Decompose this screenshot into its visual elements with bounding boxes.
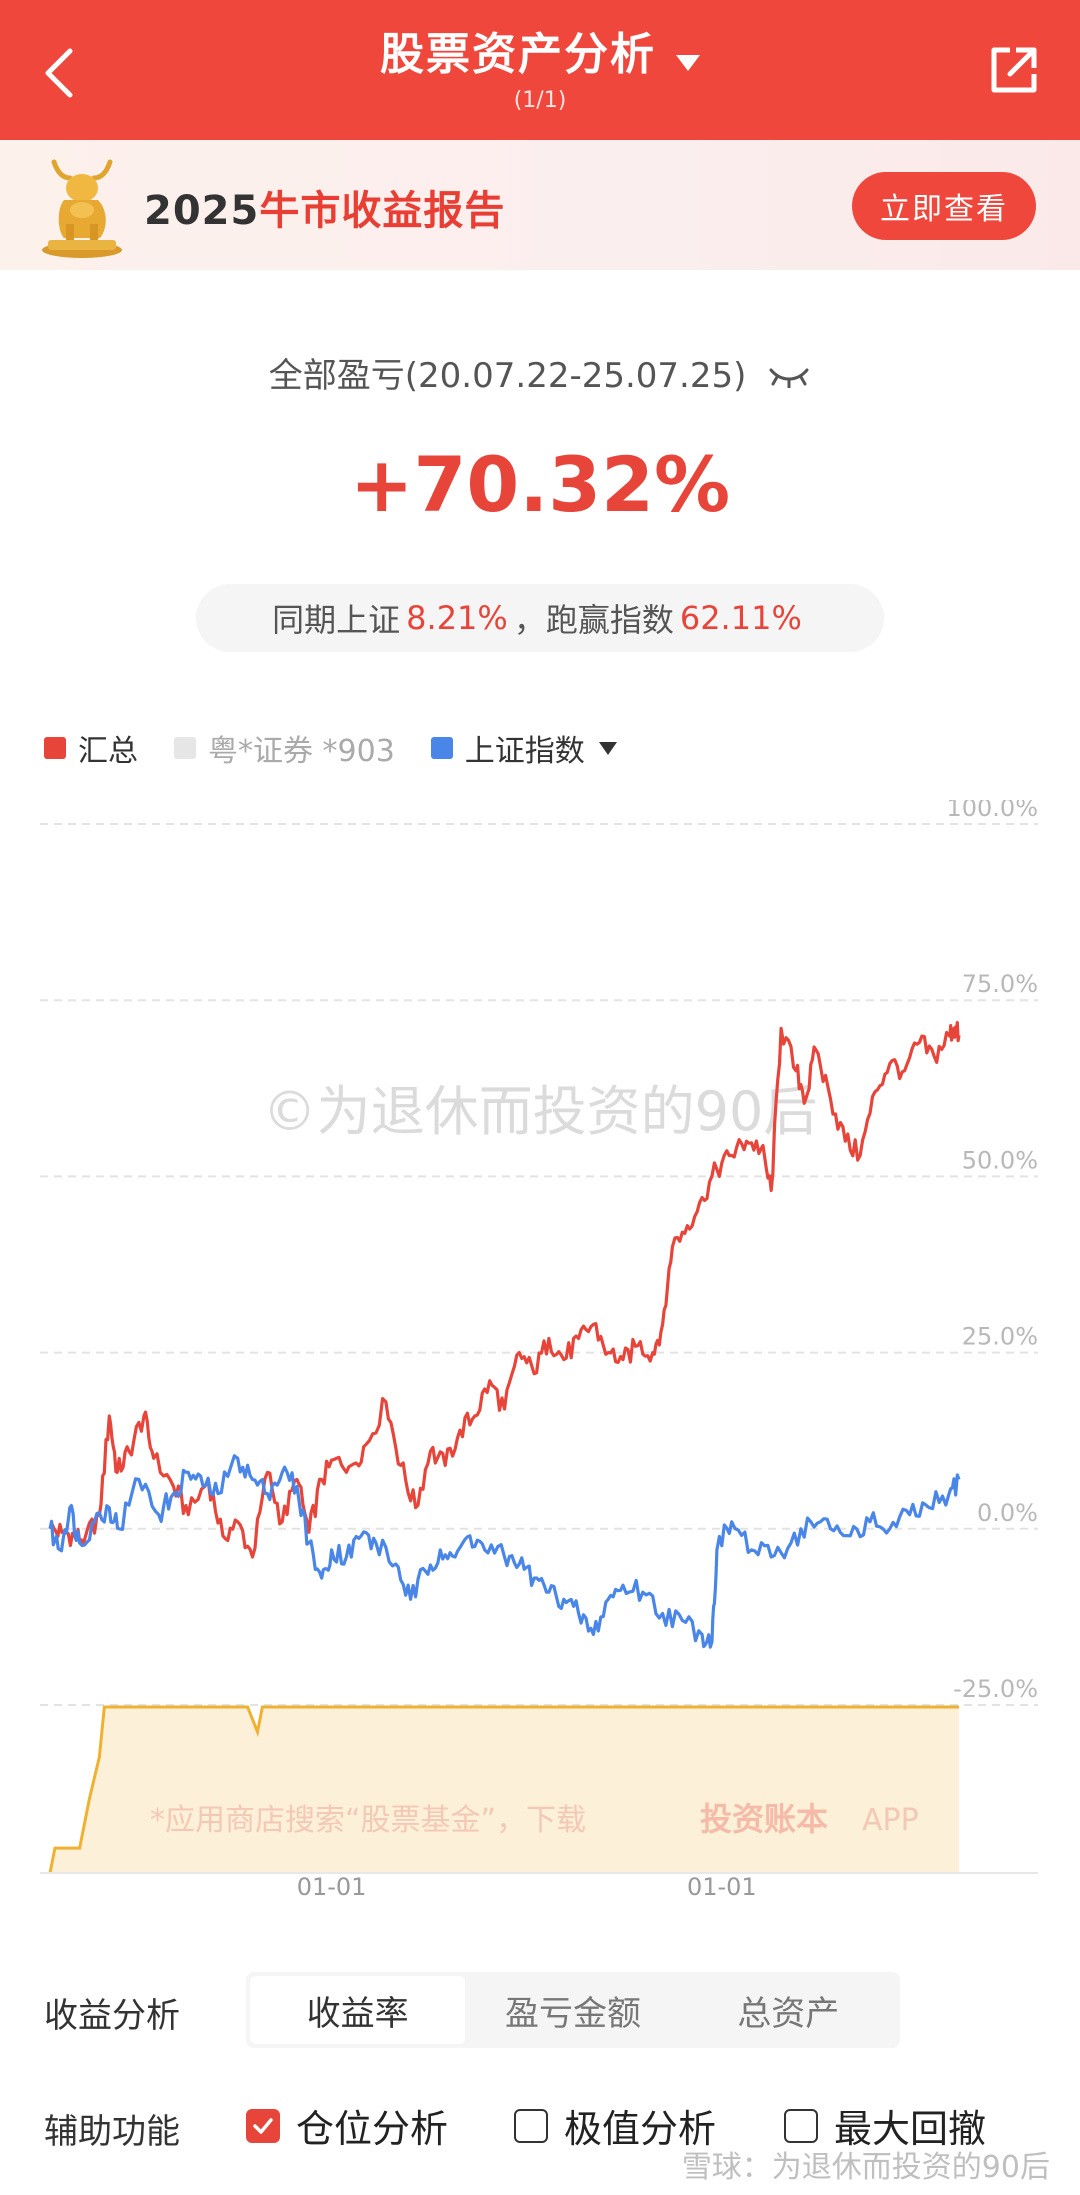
tab-return-rate[interactable]: 收益率 (250, 1976, 466, 2044)
y-tick-label: 50.0% (962, 1146, 1038, 1174)
x-tick-label: 01-01 (687, 1873, 757, 1901)
back-button[interactable] (30, 38, 90, 108)
analysis-label: 收益分析 (44, 1996, 180, 2036)
excess-return: 62.11% (679, 599, 802, 637)
legend-label-account: 粤*证券 *903 (208, 734, 395, 769)
page-title: 股票资产分析 (380, 29, 656, 80)
legend-swatch-total (44, 737, 66, 759)
page-counter: (1/1) (513, 88, 567, 113)
title-dropdown[interactable]: 股票资产分析 (1/1) (300, 18, 780, 113)
view-now-button[interactable]: 立即查看 (852, 172, 1036, 240)
compare-prefix: 同期上证 (272, 601, 401, 639)
banner-text: 牛市收益报告 (259, 188, 506, 234)
return-chart-svg: 100.0% 75.0% 50.0% 25.0% 0.0% -25.0% ©为退休而投资的9… (40, 800, 1038, 1901)
banner-title: 2025牛市收益报告 (144, 178, 505, 236)
index-return: 8.21% (406, 599, 508, 637)
profit-loss-period: 全部盈亏(20.07.22-25.07.25) (268, 356, 747, 396)
legend-item-total[interactable]: 汇总 (44, 726, 138, 770)
total-return-value: +70.32% (349, 440, 731, 529)
return-chart[interactable]: 100.0% 75.0% 50.0% 25.0% 0.0% -25.0% ©为退休而投资的9… (0, 800, 1080, 1920)
position-watermark: *应用商店搜索“股票基金”，下载 (150, 1803, 586, 1838)
y-tick-label: 100.0% (946, 800, 1038, 822)
y-tick-label: 75.0% (962, 970, 1038, 998)
eye-closed-icon[interactable] (767, 364, 811, 388)
extreme-analysis-label: 极值分析 (564, 2107, 717, 2151)
profit-loss-label: 全部盈亏(20.07.22-25.07.25) (0, 348, 1080, 397)
y-tick-label: 0.0% (977, 1499, 1038, 1527)
footer-watermark: 雪球：为退休而投资的90后 (681, 2150, 1050, 2185)
top-bar: 股票资产分析 (1/1) (0, 0, 1080, 140)
caret-down-icon (676, 54, 700, 71)
promo-banner[interactable]: 2025牛市收益报告 立即查看 (0, 140, 1080, 270)
index-comparison: 同期上证 8.21% ，跑赢指数 62.11% (196, 584, 884, 652)
position-analysis-checkbox[interactable]: 仓位分析 (246, 2098, 448, 2153)
position-watermark-suffix: APP (862, 1803, 919, 1838)
golden-bull-icon (42, 159, 122, 258)
tab-profit-amount[interactable]: 盈亏金额 (504, 1993, 641, 2034)
max-drawdown-label: 最大回撤 (834, 2107, 987, 2151)
y-tick-label: 25.0% (962, 1323, 1038, 1351)
position-area-fill (50, 1707, 959, 1873)
x-tick-label: 01-01 (297, 1873, 367, 1901)
chart-legend: 汇总 粤*证券 *903 上证指数 (44, 726, 653, 770)
legend-label-total: 汇总 (78, 734, 138, 769)
legend-item-index[interactable]: 上证指数 (430, 726, 617, 770)
banner-year: 2025 (144, 188, 260, 234)
caret-down-icon (598, 741, 617, 755)
chart-watermark: ©为退休而投资的90后 (263, 1080, 818, 1143)
position-line (48, 1705, 959, 1874)
series-line-0 (48, 1021, 961, 1559)
checkbox-checked-icon (246, 2108, 280, 2143)
legend-swatch-index (430, 737, 453, 759)
legend-label-index: 上证指数 (464, 734, 585, 769)
checkbox-unchecked-icon (514, 2108, 548, 2143)
share-icon[interactable] (986, 42, 1042, 98)
series-line-1 (48, 1454, 961, 1649)
tab-total-assets[interactable]: 总资产 (737, 1993, 840, 2034)
y-tick-label: -25.0% (953, 1675, 1038, 1703)
analysis-tabs: 收益率 盈亏金额 总资产 (246, 1972, 900, 2048)
position-analysis-label: 仓位分析 (296, 2107, 449, 2151)
legend-item-account[interactable]: 粤*证券 *903 (174, 726, 395, 770)
chevron-left-icon (45, 48, 73, 98)
position-watermark-brand: 投资账本 (700, 1800, 828, 1838)
legend-swatch-account (174, 737, 196, 759)
extreme-analysis-checkbox[interactable]: 极值分析 (514, 2098, 716, 2153)
aux-label: 辅助功能 (44, 2112, 180, 2152)
max-drawdown-checkbox[interactable]: 最大回撤 (784, 2098, 986, 2153)
compare-separator: ，跑赢指数 (513, 601, 674, 639)
checkbox-unchecked-icon (784, 2108, 818, 2143)
